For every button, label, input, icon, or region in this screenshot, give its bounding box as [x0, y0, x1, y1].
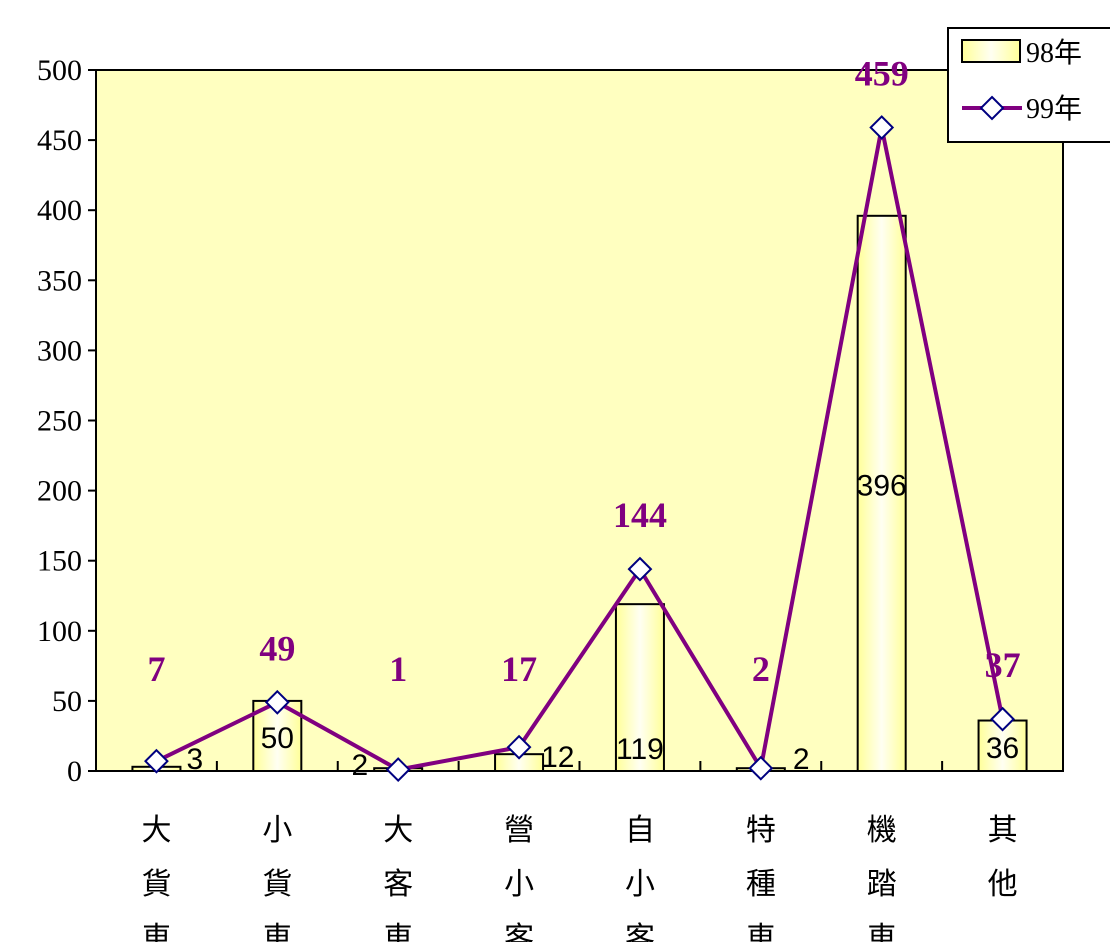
plot-area	[95, 69, 1064, 772]
y-tick-label: 450	[37, 124, 82, 157]
line-data-label: 2	[752, 649, 770, 689]
y-tick-label: 350	[37, 264, 82, 297]
x-category-label: 特種車	[746, 814, 776, 942]
x-category-label: 自小客	[625, 814, 655, 942]
diamond-marker	[144, 748, 169, 774]
bar-data-label: 3	[186, 743, 203, 776]
diamond-marker	[264, 689, 290, 715]
bar-data-label: 2	[352, 749, 369, 782]
x-category-label: 其他	[988, 814, 1018, 901]
line-series	[144, 115, 1015, 783]
bar-data-label: 119	[616, 733, 664, 766]
line-data-label: 144	[613, 495, 667, 535]
bar-data-label: 36	[986, 732, 1019, 765]
series-line	[155, 125, 1005, 772]
line-data-label: 37	[985, 645, 1021, 685]
y-tick-label: 50	[52, 685, 82, 718]
bar	[856, 214, 907, 773]
line-data-labels: 7 49 1 17 144 2 459 37	[147, 53, 1020, 688]
y-axis: 0 50 100 150 200 250 300 350 400 450 500	[37, 54, 96, 788]
diamond-marker	[748, 755, 774, 781]
legend-box	[947, 27, 1110, 143]
diamond-marker	[385, 757, 411, 783]
bar-data-label: 50	[261, 722, 294, 755]
y-tick-label: 100	[37, 615, 82, 648]
legend: 98年 99年	[947, 27, 1110, 143]
legend-label: 99年	[1026, 93, 1082, 125]
line-data-label: 17	[501, 649, 537, 689]
x-category-label: 大貨車	[141, 814, 171, 942]
y-tick-label: 400	[37, 194, 82, 227]
line-data-label: 49	[259, 628, 295, 668]
y-tick-label: 200	[37, 475, 82, 508]
y-tick-label: 500	[37, 54, 82, 87]
line-data-label: 459	[855, 53, 909, 93]
legend-label: 98年	[1026, 37, 1082, 69]
bar-data-label: 2	[793, 743, 810, 776]
legend-bar-swatch	[961, 39, 1021, 63]
x-category-label: 大客車	[383, 814, 413, 942]
y-tick-label: 300	[37, 334, 82, 367]
x-category-label: 營小客	[504, 814, 534, 942]
diamond-marker	[506, 734, 532, 760]
x-axis: 大貨車 小貨車 大客車 營小客 自小客 特種車 機踏車 其他	[95, 761, 1064, 947]
x-category-label: 小貨車	[262, 814, 292, 942]
line-data-label: 7	[147, 649, 165, 689]
bar-data-label: 12	[541, 741, 574, 774]
diamond-marker	[869, 115, 895, 140]
y-tick-label: 150	[37, 545, 82, 578]
diamond-marker	[627, 556, 653, 582]
line-data-label: 1	[389, 649, 407, 689]
y-tick-label: 250	[37, 405, 82, 438]
x-category-label: 機踏車	[867, 814, 897, 942]
bar-data-label: 396	[857, 469, 907, 502]
legend-diamond-marker	[979, 95, 1005, 121]
bar	[614, 603, 665, 772]
y-tick-label: 0	[67, 755, 82, 788]
diamond-marker	[990, 706, 1015, 732]
